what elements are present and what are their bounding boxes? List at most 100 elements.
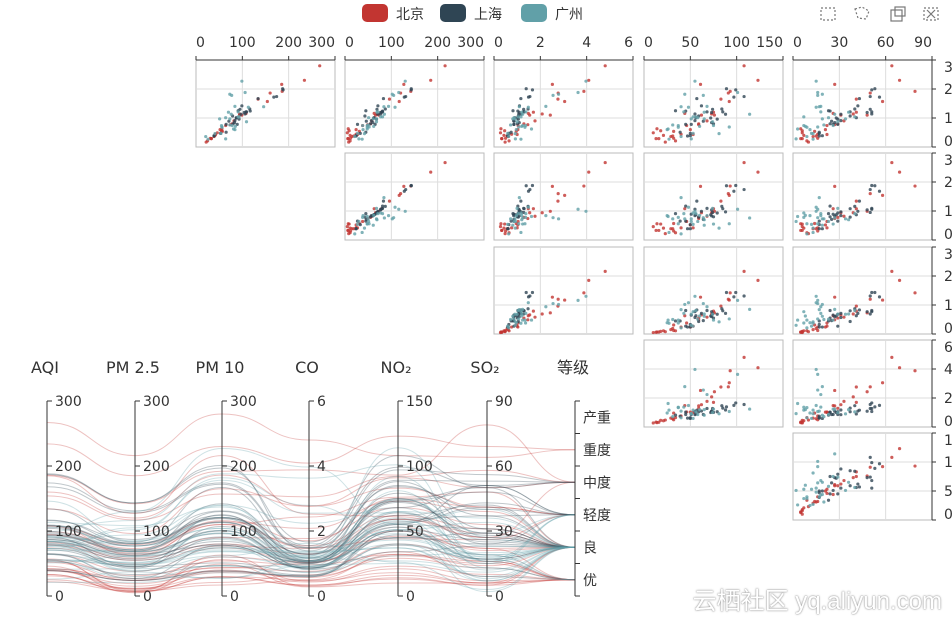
- scatter-point-广州: [665, 321, 669, 325]
- scatter-point-上海: [836, 472, 840, 476]
- scatter-point-广州: [679, 134, 683, 139]
- scatter-point-上海: [239, 112, 243, 116]
- scatter-point-广州: [811, 230, 815, 235]
- legend-swatch[interactable]: [521, 4, 547, 22]
- y-tick-label: 100: [944, 111, 952, 127]
- scatter-point-北京: [663, 418, 667, 422]
- scatter-point-北京: [563, 298, 567, 302]
- scatter-point-广州: [831, 474, 835, 479]
- scatter-point-广州: [702, 413, 706, 417]
- scatter-point-广州: [705, 214, 709, 218]
- scatter-point-广州: [374, 117, 379, 121]
- scatter-point-北京: [563, 193, 567, 197]
- scatter-point-上海: [830, 217, 834, 222]
- scatter-point-北京: [346, 136, 350, 141]
- scatter-point-上海: [355, 122, 360, 126]
- scatter-point-广州: [689, 117, 693, 121]
- lasso-select-icon[interactable]: [854, 6, 870, 20]
- scatter-point-北京: [719, 199, 723, 203]
- clear-selection-icon[interactable]: [923, 7, 939, 21]
- scatter-point-上海: [522, 207, 526, 211]
- legend-swatch[interactable]: [440, 4, 466, 22]
- rect-select-icon[interactable]: [820, 7, 836, 21]
- scatter-point-北京: [814, 134, 818, 138]
- scatter-point-上海: [684, 412, 688, 417]
- scatter-point-北京: [890, 455, 894, 459]
- scatter-point-广州: [666, 318, 670, 322]
- scatter-point-广州: [727, 409, 731, 414]
- scatter-point-上海: [839, 119, 843, 123]
- scatter-point-广州: [526, 105, 530, 109]
- scatter-point-广州: [826, 484, 831, 488]
- scatter-point-上海: [853, 404, 857, 408]
- scatter-point-上海: [848, 215, 852, 219]
- x-tick-label: 0: [644, 35, 653, 51]
- scatter-point-上海: [820, 325, 824, 329]
- scatter-point-上海: [721, 406, 725, 410]
- scatter-point-广州: [576, 207, 580, 211]
- scatter-point-北京: [868, 385, 872, 389]
- scatter-point-广州: [512, 317, 516, 321]
- scatter-point-北京: [719, 304, 723, 308]
- scatter-point-北京: [548, 311, 552, 315]
- scatter-point-广州: [717, 412, 721, 416]
- parallel-tick-label: 50: [406, 524, 424, 540]
- scatter-point-广州: [529, 318, 534, 322]
- scatter-point-广州: [820, 492, 824, 497]
- scatter-point-广州: [507, 232, 511, 236]
- scatter-point-上海: [530, 290, 535, 295]
- scatter-point-广州: [676, 125, 680, 129]
- scatter-point-广州: [796, 503, 800, 507]
- scatter-point-广州: [802, 123, 806, 128]
- parallel-tick-label: 300: [55, 394, 82, 410]
- scatter-point-北京: [429, 170, 433, 174]
- scatter-point-北京: [691, 226, 695, 230]
- scatter-point-上海: [694, 314, 698, 318]
- keep-selection-icon[interactable]: [890, 6, 906, 22]
- scatter-point-广州: [811, 226, 815, 230]
- scatter-point-广州: [676, 321, 680, 325]
- scatter-point-上海: [684, 308, 688, 313]
- scatter-point-北京: [806, 330, 811, 334]
- scatter-point-上海: [877, 462, 882, 466]
- scatter-point-广州: [691, 324, 695, 328]
- scatter-point-广州: [361, 123, 365, 128]
- scatter-point-上海: [705, 406, 709, 411]
- scatter-point-上海: [826, 498, 831, 502]
- scatter-point-广州: [811, 471, 815, 475]
- scatter-point-上海: [817, 130, 821, 134]
- legend-label[interactable]: 广州: [555, 7, 583, 23]
- scatter-point-北京: [698, 295, 703, 299]
- legend-label[interactable]: 上海: [474, 7, 502, 23]
- scatter-point-北京: [719, 97, 723, 101]
- scatter-point-广州: [517, 308, 521, 312]
- scatter-point-广州: [805, 232, 809, 236]
- scatter-point-上海: [711, 215, 716, 219]
- scatter-point-北京: [347, 140, 351, 144]
- legend-item-1[interactable]: 上海: [440, 4, 502, 23]
- scatter-point-北京: [913, 291, 917, 295]
- scatter-point-广州: [705, 305, 709, 309]
- scatter-point-广州: [843, 217, 848, 221]
- legend-swatch[interactable]: [362, 4, 388, 22]
- scatter-point-北京: [540, 112, 544, 116]
- level-label: 优: [583, 573, 597, 589]
- scatter-point-北京: [880, 381, 885, 385]
- legend-item-2[interactable]: 广州: [521, 4, 583, 23]
- scatter-point-广州: [817, 409, 821, 413]
- scatter-point-上海: [721, 207, 725, 211]
- scatter-point-广州: [371, 117, 375, 121]
- parallel-tick-label: 200: [55, 459, 82, 475]
- legend-label[interactable]: 北京: [396, 7, 424, 23]
- scatter-point-广州: [802, 115, 806, 119]
- scatter-point-上海: [870, 486, 874, 490]
- legend-item-0[interactable]: 北京: [362, 4, 424, 23]
- scatter-point-广州: [360, 230, 364, 235]
- scatter-point-北京: [880, 298, 885, 302]
- scatter-point-上海: [873, 184, 877, 188]
- scatter-point-广州: [243, 90, 247, 95]
- scatter-point-上海: [358, 223, 362, 227]
- scatter-point-广州: [727, 222, 731, 226]
- scatter-point-上海: [848, 469, 852, 473]
- scatter-point-广州: [701, 388, 705, 392]
